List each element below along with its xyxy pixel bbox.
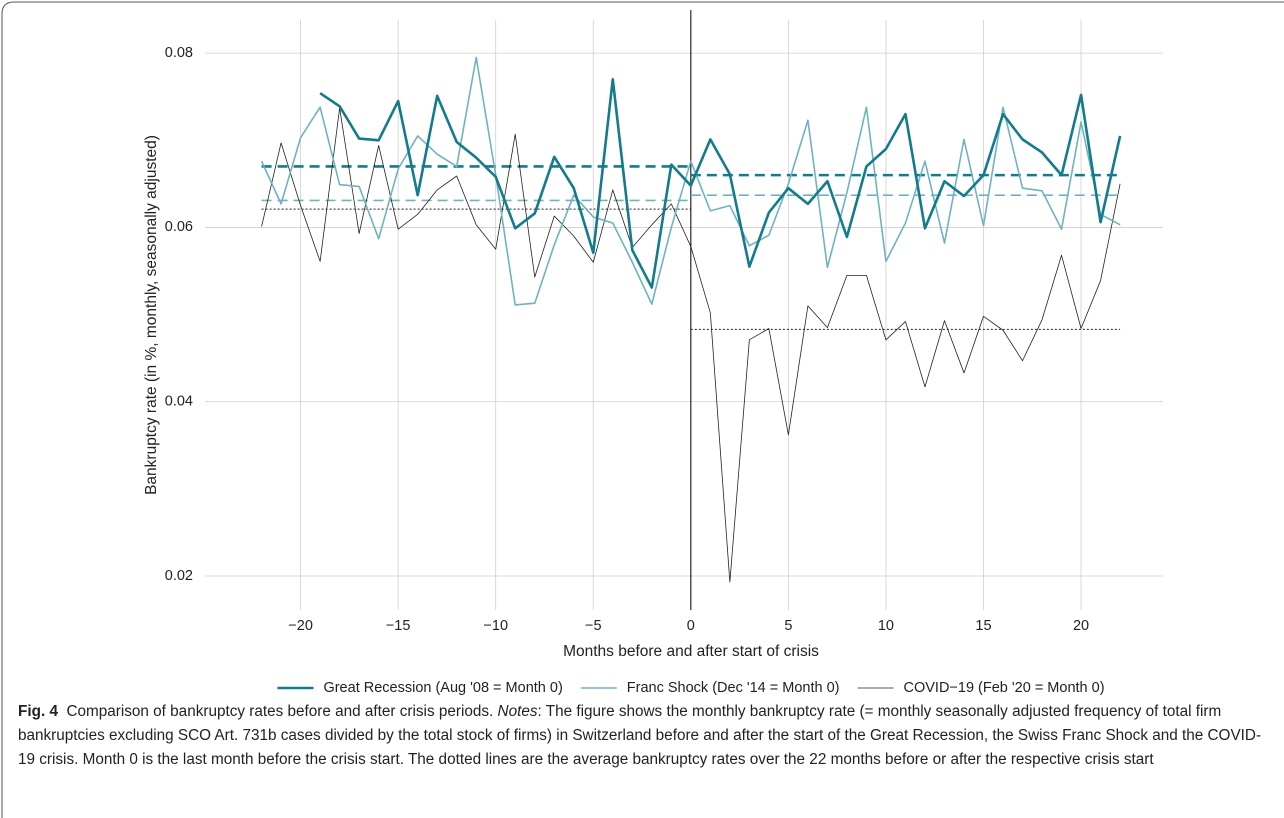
y-tick-label: 0.08 xyxy=(165,45,193,61)
y-tick-label: 0.04 xyxy=(165,394,193,410)
series-line xyxy=(261,107,1121,583)
x-tick-label: −10 xyxy=(483,618,508,634)
x-tick-label: 10 xyxy=(878,618,894,634)
y-tick-label: 0.06 xyxy=(165,219,193,235)
x-tick-label: 20 xyxy=(1073,618,1089,634)
caption-title: Comparison of bankruptcy rates before an… xyxy=(66,703,494,720)
caption-notes: : The figure shows the monthly bankruptc… xyxy=(18,703,1262,768)
legend-label: COVID−19 (Feb '20 = Month 0) xyxy=(904,680,1105,696)
x-tick-label: −15 xyxy=(386,618,411,634)
caption-notes-label: Notes xyxy=(497,703,538,720)
x-axis-title: Months before and after start of crisis xyxy=(563,643,819,660)
series-line xyxy=(319,77,1122,289)
x-tick-label: −20 xyxy=(288,618,313,634)
caption-label: Fig. 4 xyxy=(18,703,58,720)
x-tick-label: 15 xyxy=(975,618,991,634)
x-tick-label: 0 xyxy=(687,618,695,634)
legend-label: Great Recession (Aug '08 = Month 0) xyxy=(323,680,562,696)
series-line xyxy=(260,56,1121,306)
y-tick-label: 0.02 xyxy=(165,568,193,584)
legend-label: Franc Shock (Dec '14 = Month 0) xyxy=(627,680,840,696)
y-axis-title: Bankruptcy rate (in %, monthly, seasonal… xyxy=(143,135,160,495)
caption: Fig. 4 Comparison of bankruptcy rates be… xyxy=(18,700,1268,772)
x-tick-label: −5 xyxy=(585,618,602,634)
x-tick-label: 5 xyxy=(784,618,792,634)
